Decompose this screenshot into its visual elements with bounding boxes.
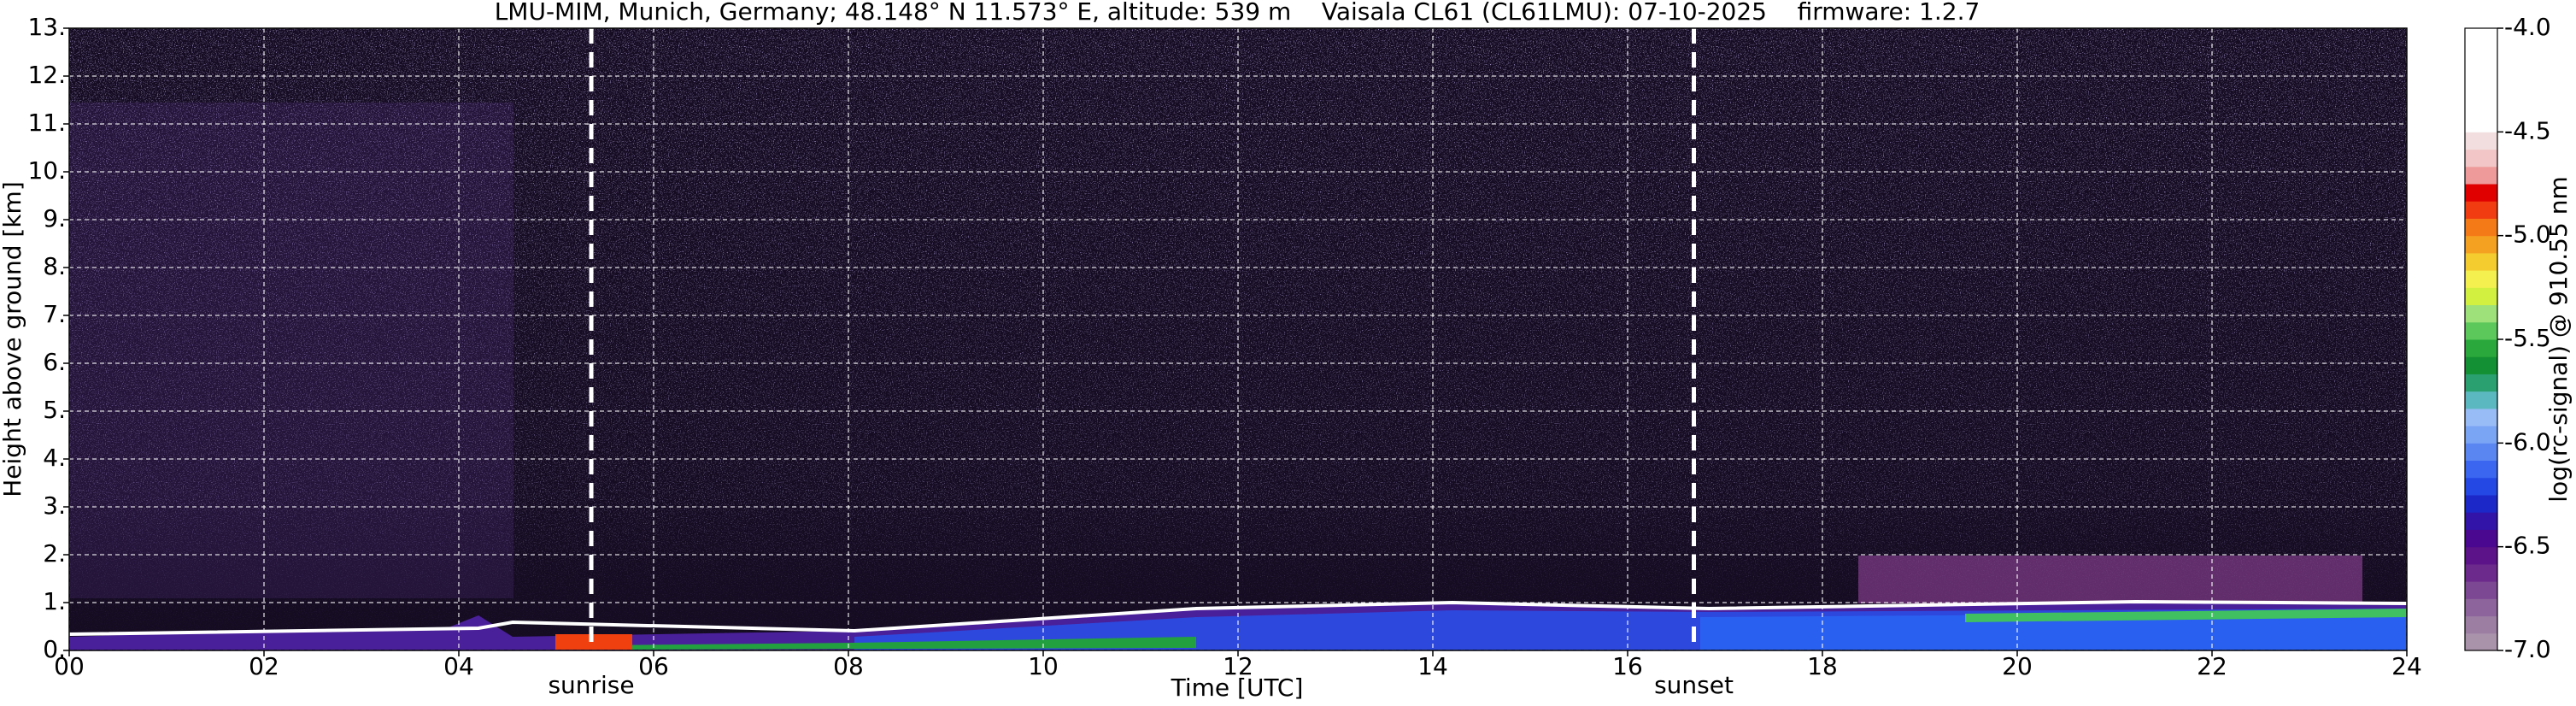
chart-title: LMU-MIM, Munich, Germany; 48.148° N 11.5… <box>495 0 1980 26</box>
colorbar-swatch <box>2465 598 2497 617</box>
colorbar-tick-label: -5.0 <box>2504 221 2551 249</box>
colorbar-swatch <box>2465 529 2497 548</box>
marks <box>589 28 1697 650</box>
y-tick-label: 2. <box>43 539 66 568</box>
colorbar-swatch <box>2465 321 2497 340</box>
y-tick-label: 4. <box>43 444 66 472</box>
colorbar-swatch <box>2465 477 2497 496</box>
colorbar-swatch <box>2465 97 2497 115</box>
colorbar-swatch <box>2465 408 2497 427</box>
x-tick-label: 24 <box>2391 652 2422 680</box>
y-tick-label: 3. <box>43 491 66 520</box>
colorbar-swatch <box>2465 270 2497 288</box>
colorbar-swatch <box>2465 443 2497 462</box>
colorbar-tick-label: -4.0 <box>2504 13 2551 41</box>
y-tick-label: 5. <box>43 396 66 424</box>
colorbar-label: log(rc-signal) @ 910.55 nm <box>2544 176 2573 502</box>
x-tick-label: 02 <box>249 652 279 680</box>
colorbar-swatch <box>2465 304 2497 323</box>
colorbar-swatch <box>2465 252 2497 271</box>
x-tick-label: 22 <box>2197 652 2227 680</box>
colorbar-swatch <box>2465 115 2497 132</box>
colorbar-swatch <box>2465 132 2497 150</box>
colorbar-swatch <box>2465 62 2497 81</box>
y-tick-label: 0. <box>43 635 66 663</box>
x-tick-label: 16 <box>1612 652 1643 680</box>
x-tick-label: 12 <box>1223 652 1253 680</box>
y-tick-label: 11. <box>27 109 66 137</box>
colorbar-swatch <box>2465 460 2497 479</box>
colorbar-swatch <box>2465 184 2497 202</box>
colorbar-tick-label: -4.5 <box>2504 116 2551 144</box>
x-tick-label: 20 <box>2002 652 2033 680</box>
colorbar-swatch <box>2465 149 2497 168</box>
colorbar-tick-label: -5.5 <box>2504 324 2551 352</box>
colorbar-swatch <box>2465 495 2497 513</box>
y-axis-label: Height above ground [km] <box>0 181 26 497</box>
colorbar-swatch <box>2465 218 2497 237</box>
colorbar-swatch <box>2465 45 2497 63</box>
y-tick-label: 13. <box>27 13 66 41</box>
x-tick-label: 06 <box>638 652 669 680</box>
colorbar-swatch <box>2465 374 2497 392</box>
x-axis-label: Time [UTC] <box>1171 674 1304 702</box>
y-tick-label: 10. <box>27 156 66 185</box>
colorbar-swatch <box>2465 356 2497 374</box>
annotation-label: sunrise <box>548 671 634 699</box>
y-tick-label: 6. <box>43 348 66 376</box>
colorbar-swatch <box>2465 512 2497 530</box>
x-tick-label: 00 <box>54 652 85 680</box>
colorbar-swatch <box>2465 563 2497 582</box>
x-tick-label: 18 <box>1807 652 1838 680</box>
annotation-label: sunset <box>1654 671 1734 699</box>
colorbar-swatch <box>2465 632 2497 651</box>
colorbar-swatch <box>2465 79 2497 98</box>
y-tick-label: 9. <box>43 204 66 232</box>
colorbar-swatch <box>2465 339 2497 357</box>
colorbar-swatch <box>2465 235 2497 254</box>
x-tick-label: 04 <box>443 652 474 680</box>
colorbar-tick-label: -6.0 <box>2504 427 2551 456</box>
colorbar-swatch <box>2465 615 2497 634</box>
colorbar-swatch <box>2465 546 2497 565</box>
colorbar-swatch <box>2465 28 2497 46</box>
colorbar-tick-label: -6.5 <box>2504 532 2551 560</box>
y-tick-label: 12. <box>27 61 66 89</box>
x-tick-label: 14 <box>1417 652 1448 680</box>
colorbar-tick-label: -7.0 <box>2504 635 2551 663</box>
colorbar-swatch <box>2465 166 2497 185</box>
colorbar-swatch <box>2465 581 2497 599</box>
x-tick-label: 08 <box>833 652 864 680</box>
y-tick-label: 1. <box>43 587 66 615</box>
colorbar-swatch <box>2465 426 2497 444</box>
y-tick-label: 8. <box>43 252 66 280</box>
colorbar-swatch <box>2465 391 2497 409</box>
x-tick-label: 10 <box>1028 652 1059 680</box>
y-tick-label: 7. <box>43 300 66 328</box>
colorbar-swatch <box>2465 201 2497 219</box>
grid <box>68 27 2408 651</box>
colorbar-swatch <box>2465 287 2497 306</box>
